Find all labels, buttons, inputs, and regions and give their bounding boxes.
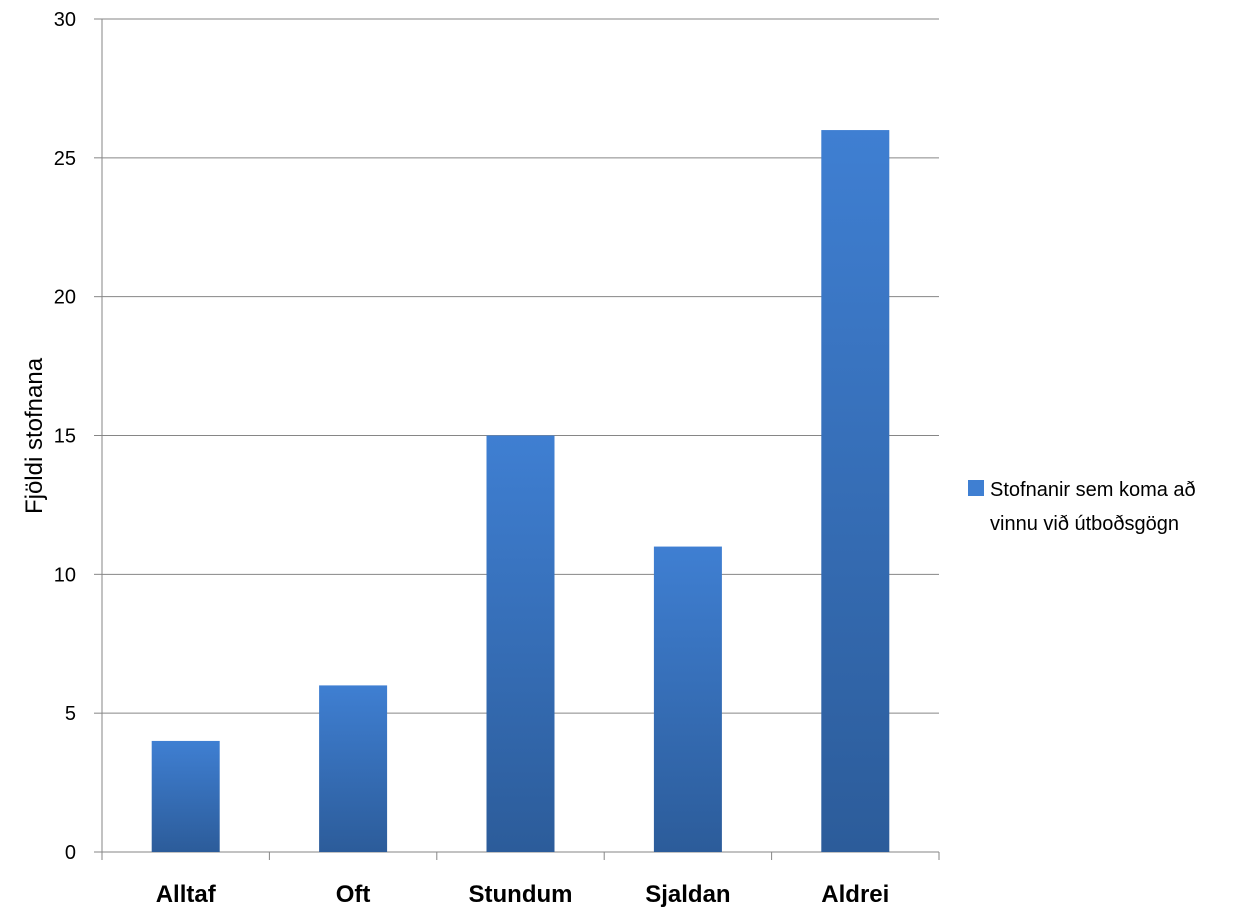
bar-stundum — [486, 435, 555, 852]
y-tick-label: 30 — [54, 9, 76, 31]
legend-swatch — [968, 480, 984, 496]
y-tick-labels: 0 5 10 15 20 25 30 — [54, 9, 76, 864]
y-tick-label: 0 — [65, 842, 76, 864]
legend: Stofnanir sem koma að vinnu við útboðsgö… — [968, 479, 1196, 535]
y-tick-label: 5 — [65, 703, 76, 725]
y-tick-label: 10 — [54, 564, 76, 586]
bars — [151, 130, 890, 853]
y-tick-label: 15 — [54, 426, 76, 448]
y-tick-label: 20 — [54, 287, 76, 309]
y-tick-label: 25 — [54, 148, 76, 170]
x-tick-labels: Alltaf Oft Stundum Sjaldan Aldrei — [156, 881, 890, 908]
x-tick-label: Aldrei — [821, 881, 889, 908]
x-tick-label: Stundum — [469, 881, 573, 908]
x-tick-label: Sjaldan — [645, 881, 730, 908]
x-tick-label: Oft — [336, 881, 371, 908]
bar-aldrei — [821, 130, 890, 853]
x-tick-label: Alltaf — [156, 881, 217, 908]
y-axis-title: Fjöldi stofnana — [21, 357, 48, 514]
bar-alltaf — [151, 740, 220, 852]
legend-label-line-2: vinnu við útboðsgögn — [990, 513, 1179, 535]
bar-oft — [319, 685, 388, 852]
legend-label-line-1: Stofnanir sem koma að — [990, 479, 1196, 501]
bar-sjaldan — [653, 546, 722, 852]
